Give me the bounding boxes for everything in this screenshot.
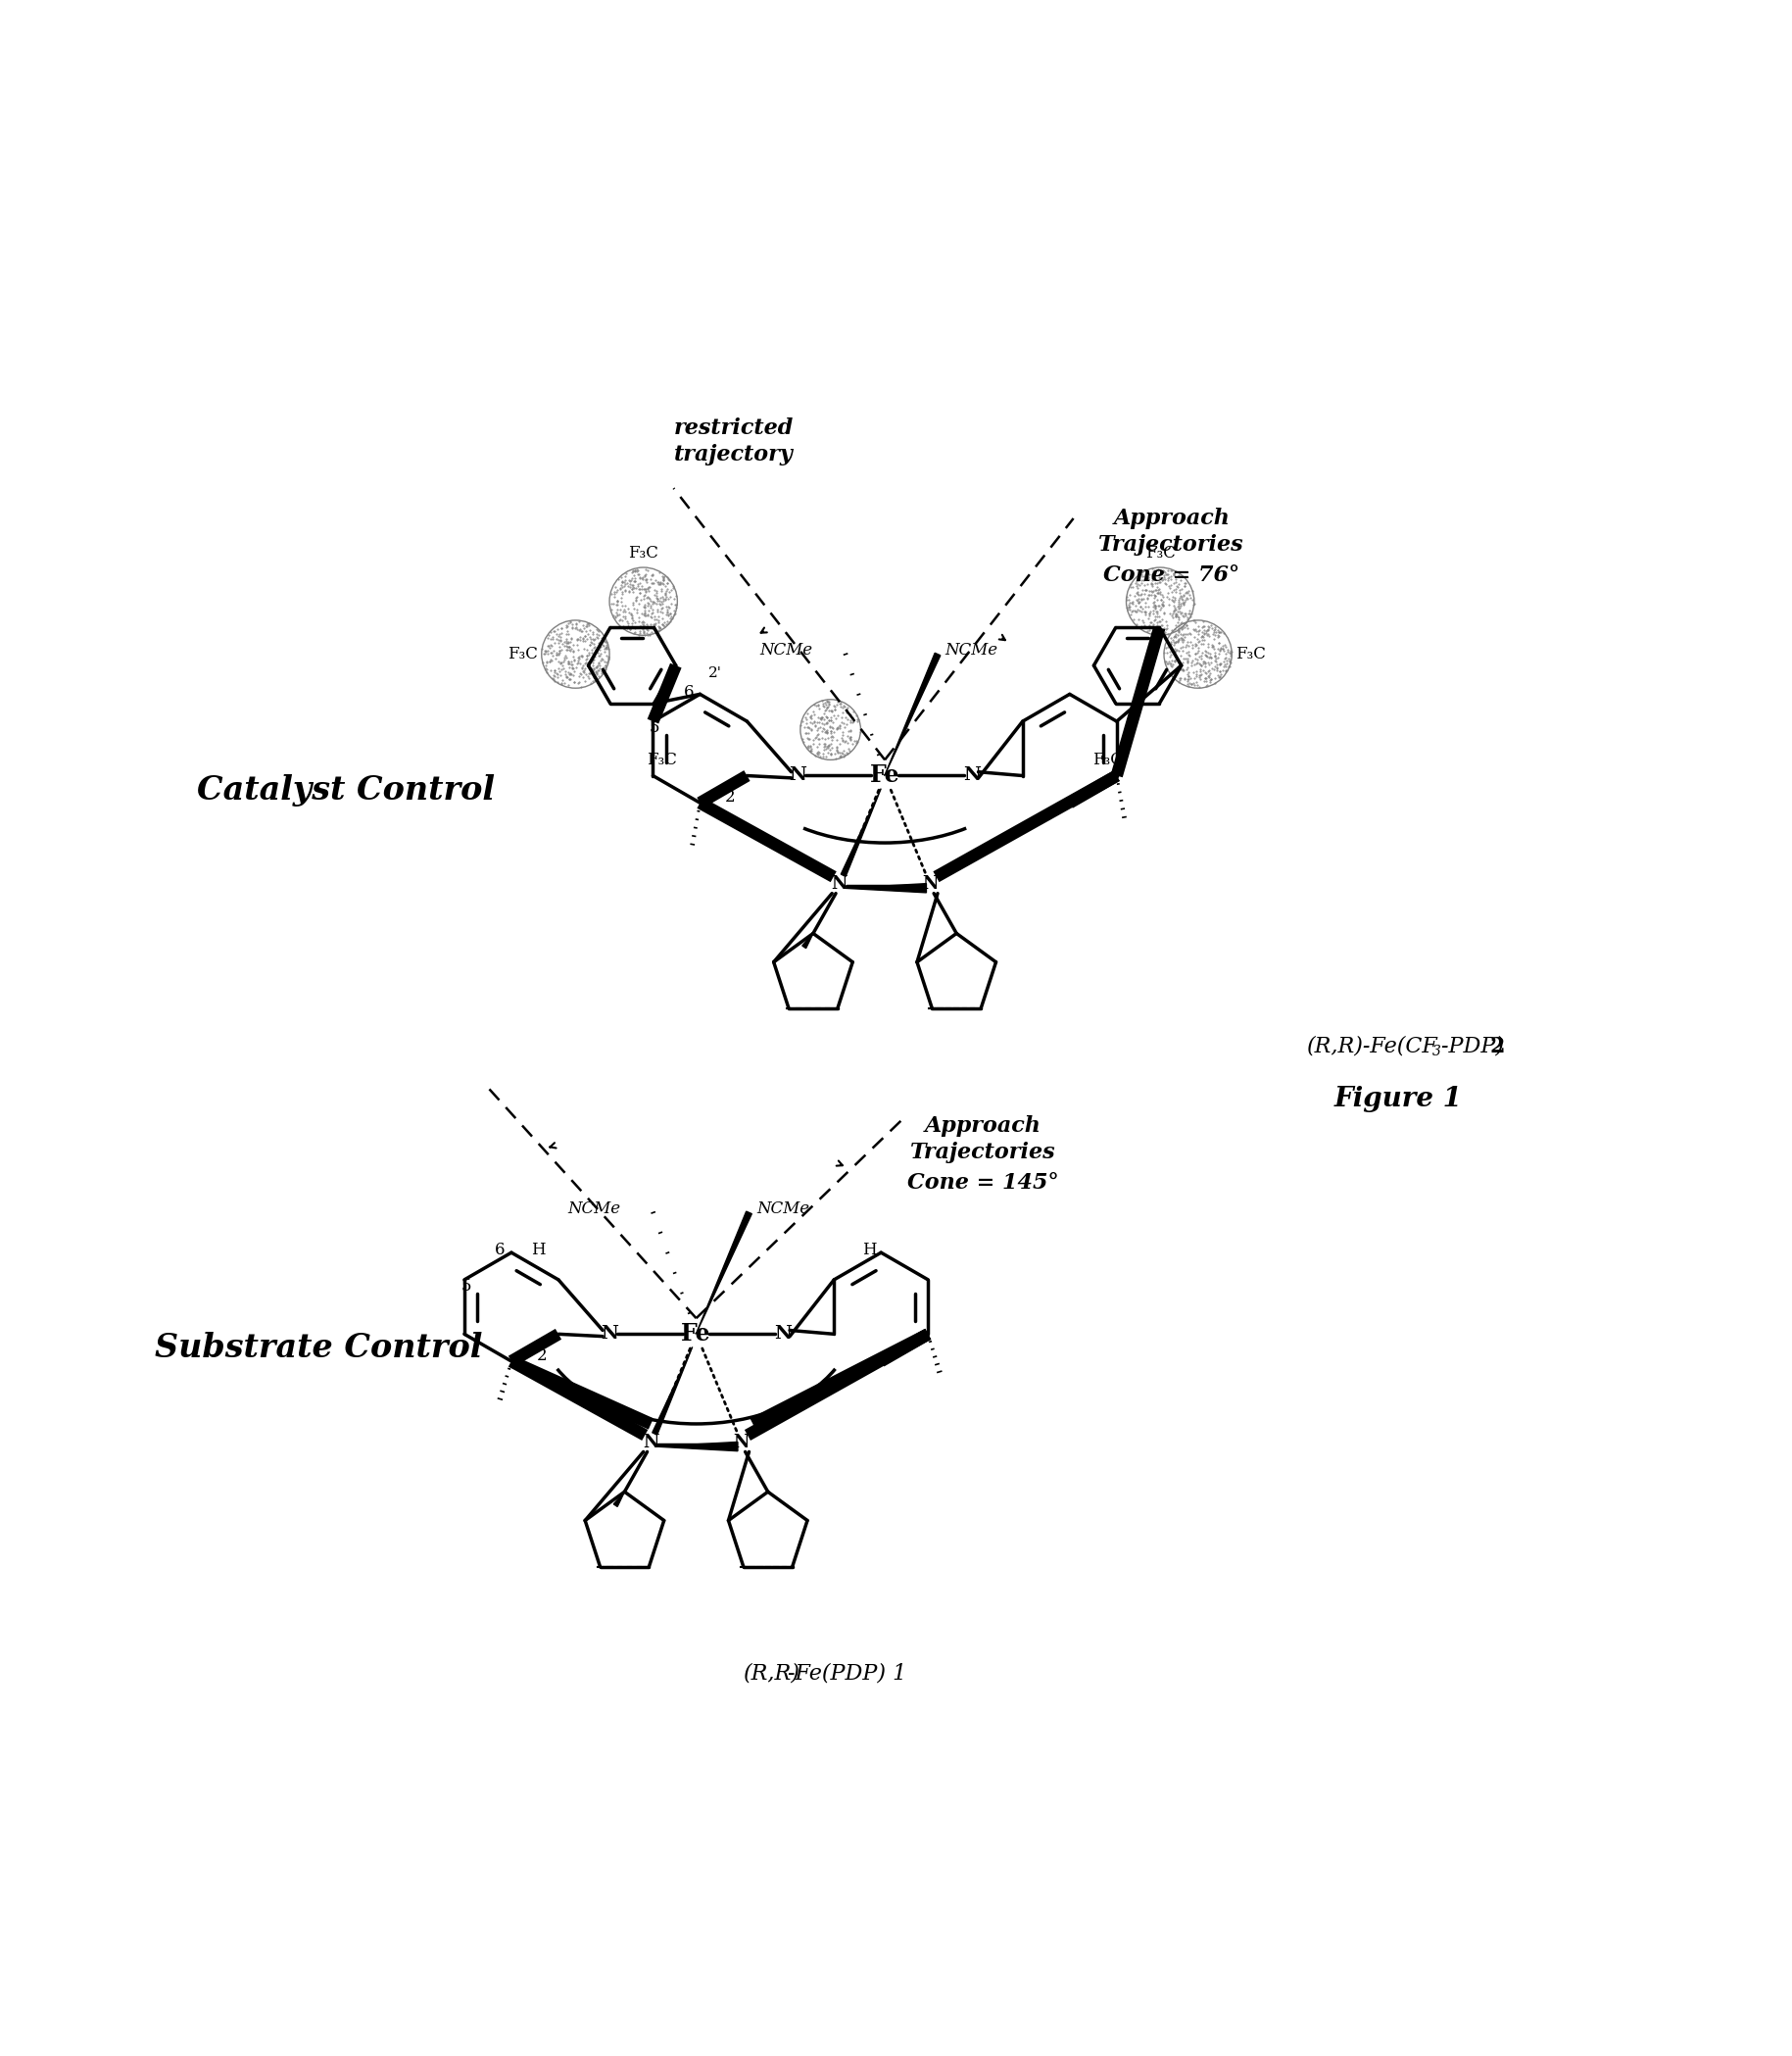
Text: trajectory: trajectory <box>674 444 794 465</box>
Text: N: N <box>733 1433 749 1452</box>
Text: F₃C: F₃C <box>1236 646 1265 662</box>
Polygon shape <box>840 790 882 876</box>
Polygon shape <box>844 884 926 892</box>
Text: 6: 6 <box>683 683 694 701</box>
Text: -Fe(PDP) 1: -Fe(PDP) 1 <box>788 1661 907 1684</box>
Text: (R,R): (R,R) <box>744 1661 799 1684</box>
Polygon shape <box>654 1441 738 1452</box>
Polygon shape <box>803 933 814 948</box>
Text: Fe: Fe <box>869 763 900 787</box>
Text: Trajectories: Trajectories <box>910 1141 1055 1164</box>
Text: (R,R)-Fe(CF: (R,R)-Fe(CF <box>1308 1036 1439 1057</box>
Text: Substrate Control: Substrate Control <box>156 1332 482 1365</box>
Text: N: N <box>962 767 980 783</box>
Text: Trajectories: Trajectories <box>1098 535 1244 555</box>
Text: 2: 2 <box>726 790 735 806</box>
Text: H: H <box>530 1242 545 1258</box>
Text: N: N <box>643 1433 659 1452</box>
Text: F₃C: F₃C <box>629 545 658 561</box>
Text: Cone = 76°: Cone = 76° <box>1104 563 1240 586</box>
Text: N: N <box>774 1324 792 1343</box>
Polygon shape <box>885 654 941 775</box>
Text: 2: 2 <box>1489 1036 1505 1057</box>
Text: N: N <box>788 767 806 783</box>
Text: F₃C: F₃C <box>647 752 677 769</box>
Text: restricted: restricted <box>674 417 794 438</box>
Text: Cone = 145°: Cone = 145° <box>907 1172 1059 1192</box>
Text: 5: 5 <box>461 1277 471 1293</box>
Text: N: N <box>831 876 848 892</box>
Text: NCMe: NCMe <box>756 1201 810 1217</box>
Text: 2': 2' <box>708 666 722 681</box>
Text: 2: 2 <box>536 1347 547 1365</box>
Polygon shape <box>652 1347 692 1435</box>
Text: NCMe: NCMe <box>760 641 814 658</box>
Text: H: H <box>862 1242 876 1258</box>
Text: Approach: Approach <box>925 1114 1041 1137</box>
Text: Fe: Fe <box>681 1322 711 1345</box>
Text: Catalyst Control: Catalyst Control <box>197 773 495 806</box>
Text: -PDP): -PDP) <box>1441 1036 1511 1057</box>
Text: Figure 1: Figure 1 <box>1333 1086 1462 1112</box>
Polygon shape <box>613 1493 625 1507</box>
Text: Approach: Approach <box>1113 508 1229 528</box>
Text: NCMe: NCMe <box>568 1201 620 1217</box>
Text: F₃C: F₃C <box>507 646 538 662</box>
Text: 3: 3 <box>1432 1044 1441 1059</box>
Text: 6: 6 <box>495 1242 505 1258</box>
Polygon shape <box>697 1211 753 1334</box>
Text: N: N <box>923 876 939 892</box>
Text: 5: 5 <box>649 720 659 736</box>
Text: F₃C: F₃C <box>1093 752 1122 769</box>
Text: N: N <box>600 1324 618 1343</box>
Text: NCMe: NCMe <box>944 641 998 658</box>
Text: F₃C: F₃C <box>1145 545 1176 561</box>
